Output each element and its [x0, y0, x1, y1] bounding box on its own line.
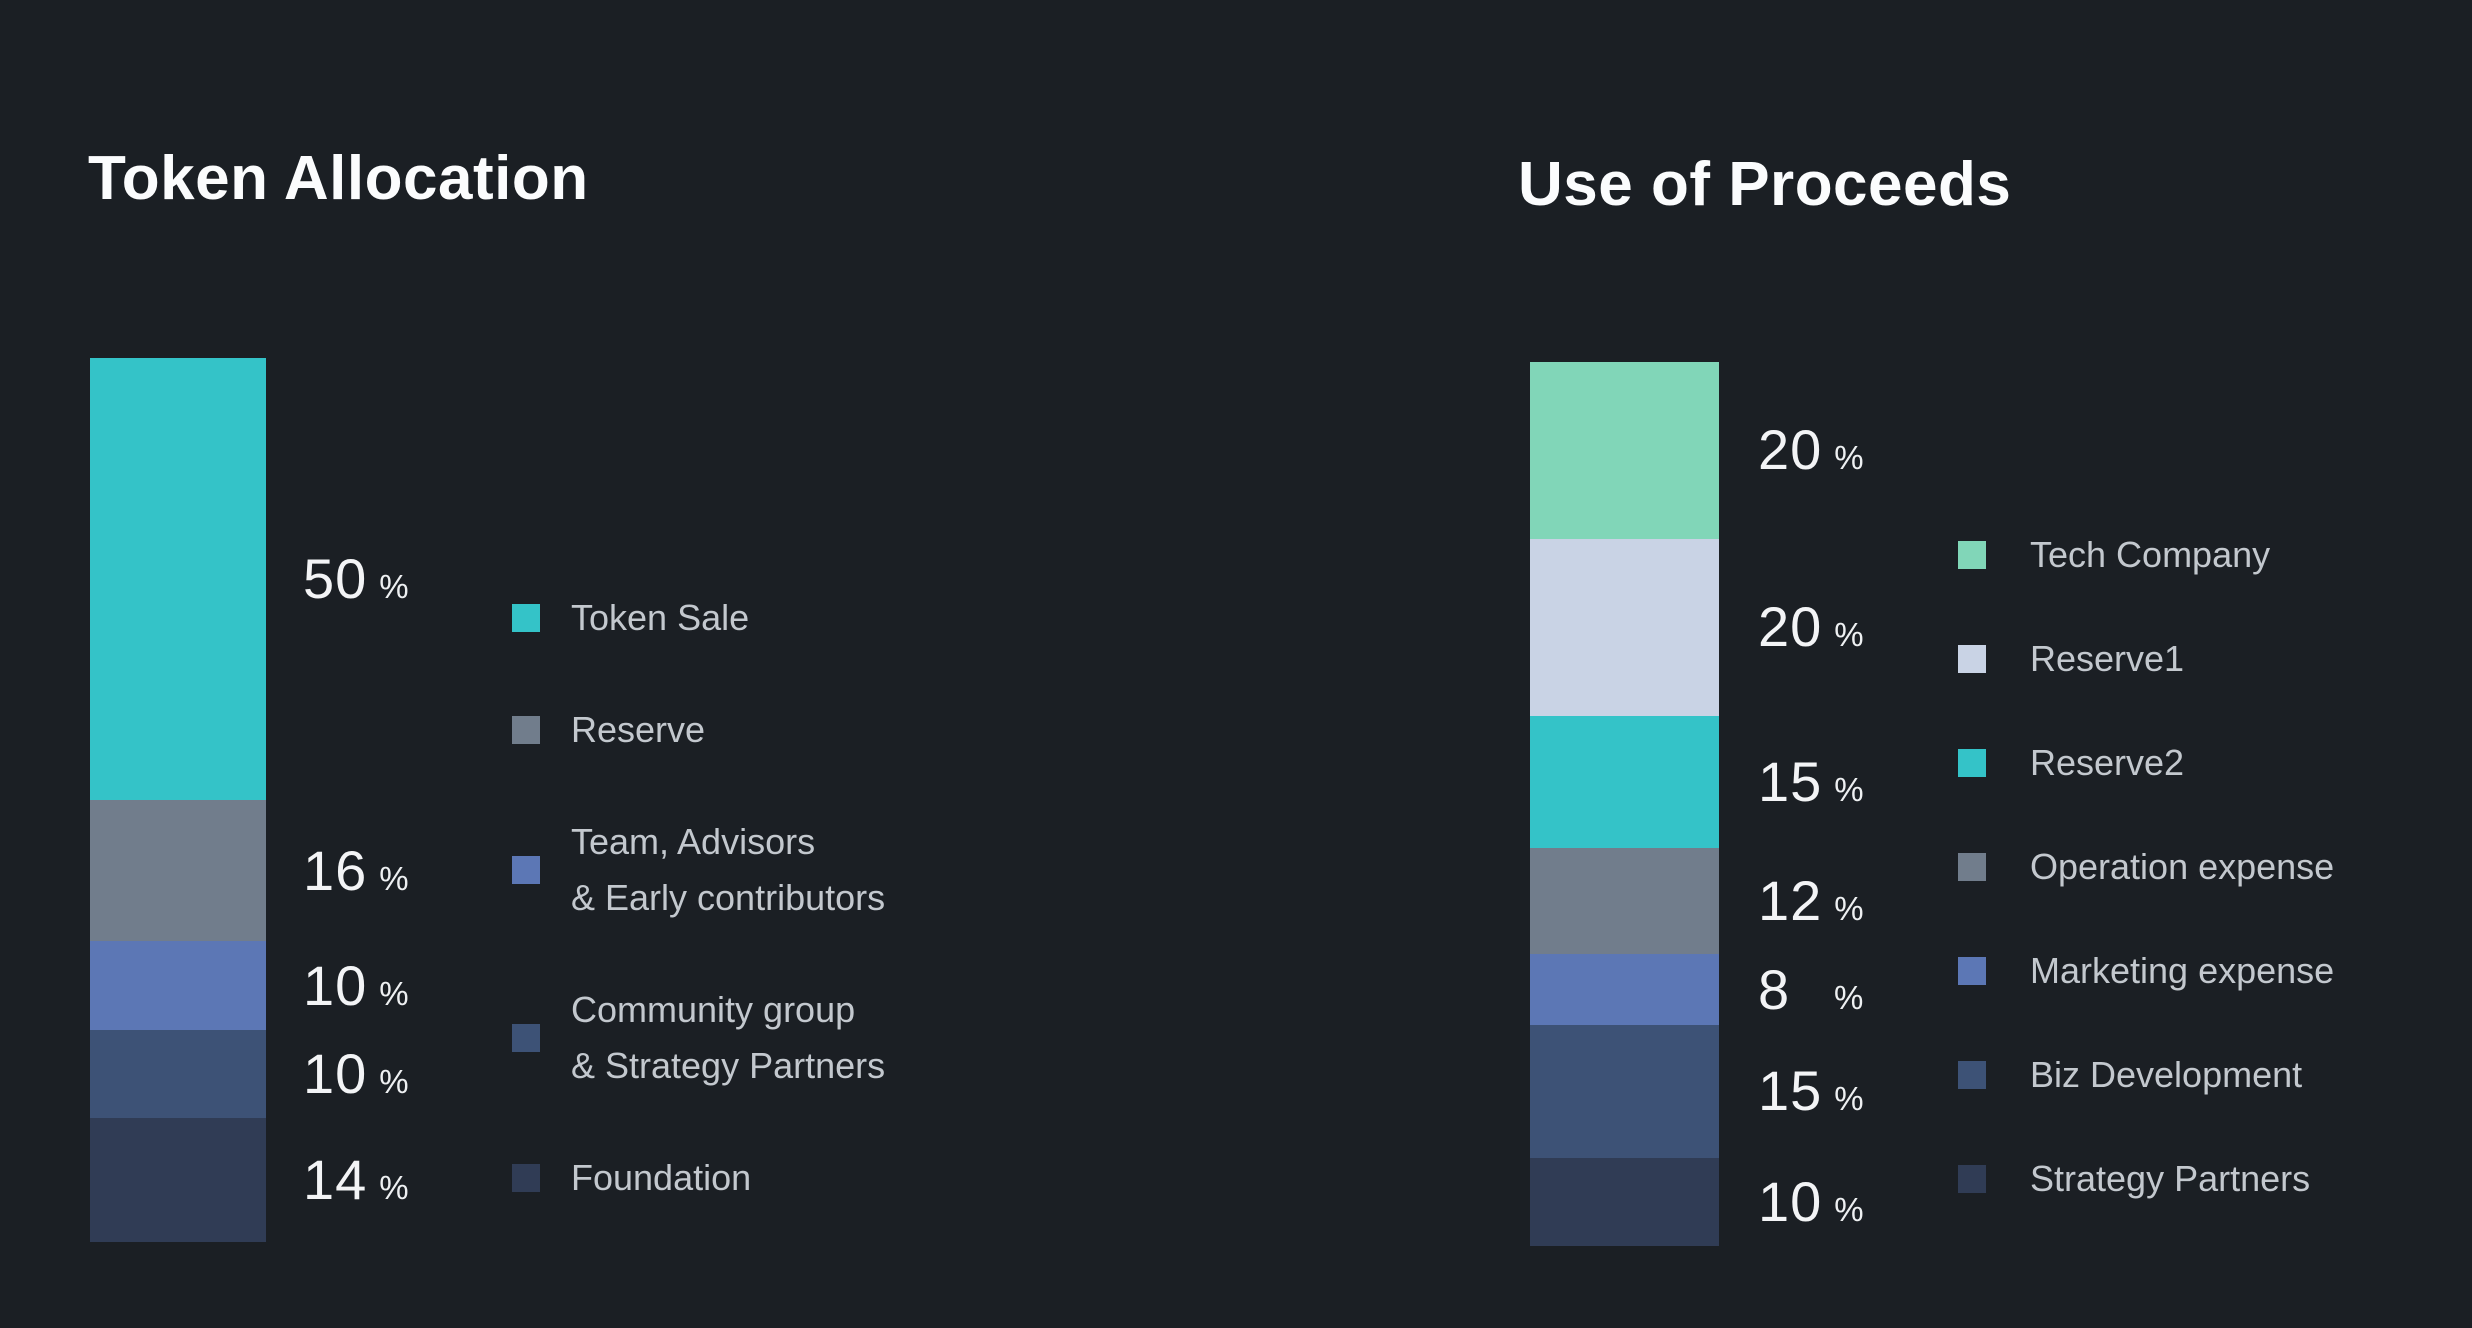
percent-value: 50 [303, 547, 368, 610]
chart-title: Use of Proceeds [1518, 150, 2012, 219]
legend: Tech Company Reserve1 Reserve2 Operation ex… [1958, 527, 2334, 1207]
legend-label: Reserve [571, 709, 706, 750]
percent-label: 16% [303, 838, 409, 902]
legend-label: Strategy Partners [2030, 1158, 2311, 1199]
percent-unit: % [379, 859, 409, 897]
legend-swatch-icon [1958, 541, 1986, 569]
percent-value: 20 [1758, 418, 1823, 482]
legend-label: Reserve2 [2030, 742, 2185, 783]
percent-unit: % [379, 568, 409, 605]
percent-value: 14 [303, 1148, 368, 1212]
percent-unit: % [1834, 616, 1864, 654]
bar-segment [1530, 954, 1719, 1025]
percent-value: 12 [1758, 869, 1823, 933]
legend-item: Biz Development [1958, 1047, 2334, 1103]
stacked-bar [1530, 362, 1719, 1246]
legend-item: Tech Company [1958, 527, 2334, 583]
legend-item: Strategy Partners [1958, 1151, 2334, 1207]
legend-label: Tech Company [2030, 534, 2271, 575]
bar-segment [90, 1029, 266, 1119]
legend-label: Community group & Strategy Partners [571, 989, 886, 1086]
bar-segment [1530, 1024, 1719, 1158]
legend-swatch-icon [1958, 645, 1986, 673]
percent-unit: % [379, 1063, 409, 1100]
percent-label: 8% [1758, 957, 1864, 1021]
percent-value: 20 [1758, 595, 1823, 659]
legend-label: Team, Advisors & Early contributors [571, 821, 886, 918]
bar-segment [90, 358, 266, 800]
legend-swatch-icon [512, 716, 540, 744]
bar-segment [1530, 715, 1719, 849]
legend-label: Token Sale [571, 597, 750, 638]
legend-swatch-icon [1958, 957, 1986, 985]
percent-value: 8 [1758, 957, 1791, 1021]
percent-unit: % [1834, 770, 1864, 808]
percent-value: 10 [1758, 1169, 1823, 1233]
legend-item: Community group & Strategy Partners [512, 982, 885, 1094]
legend-label: Marketing expense [2030, 950, 2335, 991]
percent-label: 10% [303, 953, 409, 1017]
legend-item: Token Sale [512, 590, 885, 646]
legend-label: Foundation [571, 1157, 752, 1198]
bar-segment [90, 800, 266, 942]
legend-swatch-icon [512, 1024, 540, 1052]
bar-segment [90, 941, 266, 1030]
percent-label: 50% [303, 551, 409, 607]
percent-unit: % [1834, 1080, 1864, 1118]
percent-unit: % [1834, 978, 1864, 1016]
percent-label: 10% [1758, 1169, 1864, 1233]
percent-value: 15 [1758, 1059, 1823, 1123]
bar-segment [90, 1118, 266, 1242]
bar-segment [1530, 848, 1719, 955]
percent-label: 15% [1758, 1063, 1864, 1119]
percent-unit: % [1834, 439, 1864, 477]
percent-label: 20% [1758, 422, 1864, 478]
percent-value: 15 [1758, 749, 1823, 813]
stacked-bar [90, 358, 266, 1242]
legend-label: Biz Development [2030, 1054, 2303, 1095]
legend-label: Operation expense [2030, 846, 2335, 887]
legend-item: Reserve2 [1958, 735, 2334, 791]
percent-value: 10 [303, 1042, 368, 1105]
percent-value: 10 [303, 953, 368, 1017]
percent-label: 14% [303, 1152, 409, 1208]
legend-swatch-icon [1958, 1165, 1986, 1193]
legend-item: Reserve [512, 702, 885, 758]
legend-swatch-icon [512, 604, 540, 632]
percent-label: 15% [1758, 749, 1864, 813]
bar-segment [1530, 1157, 1719, 1246]
legend-item: Reserve1 [1958, 631, 2334, 687]
legend-item: Marketing expense [1958, 943, 2334, 999]
percent-unit: % [1834, 1190, 1864, 1228]
percent-unit: % [379, 974, 409, 1012]
legend-swatch-icon [512, 1164, 540, 1192]
legend-item: Operation expense [1958, 839, 2334, 895]
percent-label: 10% [303, 1046, 409, 1102]
bar-segment [1530, 362, 1719, 539]
legend-item: Foundation [512, 1150, 885, 1206]
chart-title: Token Allocation [88, 144, 589, 213]
percent-unit: % [379, 1169, 409, 1207]
legend-swatch-icon [1958, 853, 1986, 881]
bar-segment [1530, 538, 1719, 716]
percent-label: 20% [1758, 599, 1864, 655]
legend: Token Sale Reserve Team, Advisors & Early c… [512, 590, 885, 1206]
legend-swatch-icon [1958, 1061, 1986, 1089]
legend-swatch-icon [1958, 749, 1986, 777]
legend-label: Reserve1 [2030, 638, 2185, 679]
percent-label: 12% [1758, 873, 1864, 929]
legend-item: Team, Advisors & Early contributors [512, 814, 885, 926]
percent-unit: % [1834, 890, 1864, 928]
percent-value: 16 [303, 838, 368, 902]
legend-swatch-icon [512, 856, 540, 884]
